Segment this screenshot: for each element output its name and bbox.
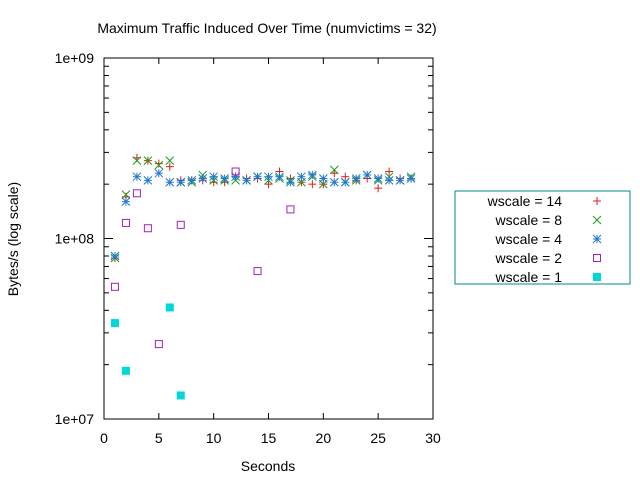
data-point xyxy=(318,174,328,183)
legend: wscale = 14 wscale = 8 wscale = 4 wscale = … xyxy=(454,190,631,285)
data-point xyxy=(154,159,163,168)
legend-label: wscale = 14 xyxy=(487,193,563,209)
x-tick-label: 10 xyxy=(206,430,222,446)
y-tick-label: 1e+08 xyxy=(55,231,95,247)
data-point xyxy=(406,174,416,183)
data-point xyxy=(264,172,273,182)
data-point xyxy=(286,205,295,214)
data-point xyxy=(329,165,339,175)
series-3 xyxy=(110,168,416,261)
legend-marker xyxy=(593,254,601,262)
x-tick-label: 20 xyxy=(316,430,332,446)
data-point xyxy=(121,197,131,207)
legend-marker xyxy=(592,215,602,225)
legend-label: wscale = 2 xyxy=(494,250,562,266)
data-point xyxy=(110,251,120,261)
x-tick-label: 25 xyxy=(370,430,386,446)
data-point xyxy=(132,156,142,165)
x-axis-label: Seconds xyxy=(241,458,295,474)
data-point xyxy=(308,170,317,180)
data-point xyxy=(242,175,251,185)
series-5 xyxy=(110,303,185,400)
data-point xyxy=(264,180,273,189)
data-point xyxy=(176,220,185,229)
data-point xyxy=(209,172,219,182)
data-point xyxy=(143,175,153,185)
data-point xyxy=(121,218,130,227)
x-tick-label: 15 xyxy=(261,430,277,446)
legend-label: wscale = 4 xyxy=(494,231,562,247)
data-point xyxy=(154,160,164,170)
data-point xyxy=(374,184,383,193)
data-point xyxy=(275,172,284,182)
data-point xyxy=(110,282,119,291)
data-point xyxy=(110,319,119,328)
data-point xyxy=(308,180,317,189)
x-axis: 0 5 10 15 20 25 30 xyxy=(100,58,441,446)
legend-label: wscale = 8 xyxy=(494,212,562,228)
data-point xyxy=(253,267,262,276)
data-point xyxy=(143,156,153,165)
data-point xyxy=(165,177,175,187)
y-tick-label: 1e+07 xyxy=(55,411,95,427)
data-point xyxy=(132,172,142,182)
data-point xyxy=(231,167,240,176)
data-point xyxy=(297,172,306,182)
data-point xyxy=(351,174,361,183)
data-point xyxy=(165,162,174,171)
legend-marker xyxy=(593,197,601,205)
data-point xyxy=(154,340,163,349)
plot-area-frame xyxy=(103,57,434,420)
data-point xyxy=(198,174,208,183)
data-point xyxy=(154,168,164,178)
data-point xyxy=(373,174,383,183)
legend-marker xyxy=(593,273,601,281)
data-point xyxy=(176,177,186,187)
legend-box xyxy=(454,190,631,285)
data-point xyxy=(165,156,175,165)
y-axis-label: Bytes/s (log scale) xyxy=(5,182,21,296)
data-point xyxy=(176,391,185,400)
data-point xyxy=(286,177,295,187)
y-tick-label: 1e+09 xyxy=(55,50,95,66)
data-point xyxy=(253,172,262,182)
data-point xyxy=(384,175,394,185)
data-point xyxy=(165,303,174,312)
chart-title: Maximum Traffic Induced Over Time (numvi… xyxy=(97,20,436,36)
data-point xyxy=(132,189,141,198)
series-1 xyxy=(110,153,416,262)
legend-label: wscale = 1 xyxy=(494,269,562,285)
x-tick-label: 30 xyxy=(425,430,441,446)
x-tick-label: 0 xyxy=(100,430,108,446)
legend-marker xyxy=(592,234,602,244)
y-axis: 1e+07 1e+08 1e+09 xyxy=(55,50,433,427)
data-point xyxy=(121,190,131,199)
data-point xyxy=(340,177,350,187)
data-point xyxy=(143,224,152,233)
data-point xyxy=(187,175,197,185)
data-point xyxy=(329,177,339,187)
x-tick-label: 5 xyxy=(155,430,163,446)
data-point xyxy=(362,170,372,180)
data-point xyxy=(385,167,394,176)
data-point xyxy=(231,172,240,182)
series-4 xyxy=(110,167,295,349)
data-point xyxy=(395,175,405,185)
data-point xyxy=(220,174,229,183)
data-point xyxy=(121,366,130,375)
data-points xyxy=(110,153,416,400)
